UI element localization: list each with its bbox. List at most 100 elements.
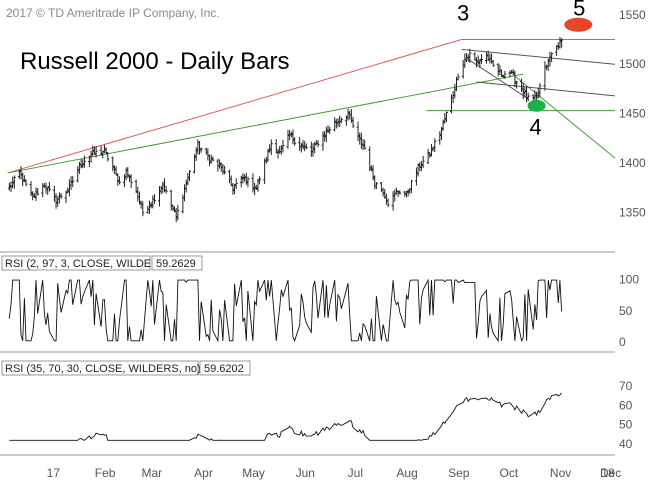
price-bar (57, 192, 61, 204)
price-bar (196, 139, 200, 155)
rsi35-title: RSI (35, 70, 30, CLOSE, WILDERS, no) (5, 363, 201, 375)
price-bar (127, 174, 131, 182)
price-bar (393, 189, 397, 202)
price-bar (82, 155, 86, 168)
rsi2-panel: RSI (2, 97, 3, CLOSE, WILDERS, no) 59.26… (1, 255, 639, 350)
price-bar (164, 185, 168, 194)
price-bar (525, 85, 529, 103)
price-bar (304, 143, 308, 150)
price-bar (510, 69, 514, 74)
x-tick-label: Aug (396, 466, 417, 480)
price-bar (511, 69, 515, 76)
price-bar (211, 156, 215, 162)
price-bar (286, 129, 290, 149)
price-bar (134, 179, 138, 193)
price-bar (59, 192, 63, 199)
price-bar (181, 194, 185, 214)
price-bar (258, 176, 262, 185)
price-bar (76, 166, 80, 183)
rsi35-title-box (1, 360, 199, 376)
price-bar (361, 138, 365, 151)
price-bar (451, 91, 455, 104)
price-bar (416, 163, 420, 177)
price-bar (414, 167, 418, 186)
price-bar (11, 176, 15, 189)
price-bar (159, 185, 163, 195)
price-bar (54, 193, 58, 209)
price-bar (269, 139, 273, 155)
price-bar (114, 166, 118, 176)
price-bar (513, 70, 517, 88)
price-bar (208, 154, 212, 167)
rsi35-series (9, 392, 562, 441)
price-bar (221, 163, 225, 175)
price-bar (288, 129, 292, 141)
price-bar (193, 154, 197, 174)
price-bar (253, 182, 257, 196)
price-bar (124, 167, 128, 181)
price-bar (409, 179, 413, 194)
green-falling-line (514, 75, 616, 159)
channel-upper (461, 48, 616, 65)
price-bar (198, 141, 202, 155)
price-bar (346, 108, 350, 121)
rsi2-series (8, 278, 563, 343)
price-bar (309, 141, 313, 157)
rsi2-y-axis: 0 50 100 (619, 273, 639, 350)
price-bar (199, 147, 203, 153)
price-bar (174, 208, 178, 223)
price-bar (36, 188, 40, 196)
price-bar (151, 195, 155, 209)
price-bar (298, 136, 302, 151)
price-bar (24, 179, 28, 187)
price-bar (152, 194, 156, 204)
x-tick-label: Sep (448, 466, 470, 480)
rsi35-tick-label: 40 (619, 437, 633, 451)
price-bar (321, 131, 325, 151)
price-bar (161, 181, 165, 194)
price-bar (111, 156, 115, 172)
wave-label-5: 5 (573, 0, 585, 21)
price-bar (234, 178, 238, 189)
price-bar (363, 139, 367, 150)
price-bar (480, 54, 484, 64)
price-bar (396, 190, 400, 198)
rsi2-title: RSI (2, 97, 3, CLOSE, WILDERS, no) (5, 258, 188, 270)
price-bar (244, 172, 248, 185)
price-bar (328, 126, 332, 134)
channel-lower (476, 81, 616, 97)
price-bar (324, 126, 328, 143)
price-bar (137, 191, 141, 205)
x-tick-label: Jun (296, 466, 315, 480)
price-bar (503, 70, 507, 80)
rsi35-tick-label: 70 (619, 379, 633, 393)
price-bar (453, 83, 457, 99)
price-bar (386, 198, 390, 208)
price-bar (339, 117, 343, 124)
price-bar (438, 131, 442, 145)
price-y-axis: 1350 1400 1450 1500 1550 (619, 8, 646, 220)
x-tick-label: Mar (141, 466, 162, 480)
price-bar (289, 131, 293, 138)
x-tick-label: Nov (550, 466, 571, 480)
price-bar (368, 146, 372, 172)
price-bar (52, 185, 56, 202)
price-bar (136, 186, 140, 202)
price-bar (12, 175, 16, 189)
price-bar (316, 140, 320, 148)
price-bar (351, 116, 355, 128)
price-bar (461, 59, 465, 79)
price-bar (42, 183, 46, 188)
price-bar (188, 169, 192, 182)
price-bar (117, 176, 121, 185)
price-tick-label: 1400 (619, 156, 646, 170)
price-bar (147, 200, 151, 214)
price-bar (444, 111, 448, 123)
price-bar (184, 179, 188, 193)
chart-title: Russell 2000 - Daily Bars (20, 48, 289, 75)
price-bar (421, 155, 425, 169)
price-bar (558, 37, 562, 49)
x-tick-label: May (242, 466, 265, 480)
price-bar (371, 165, 375, 181)
